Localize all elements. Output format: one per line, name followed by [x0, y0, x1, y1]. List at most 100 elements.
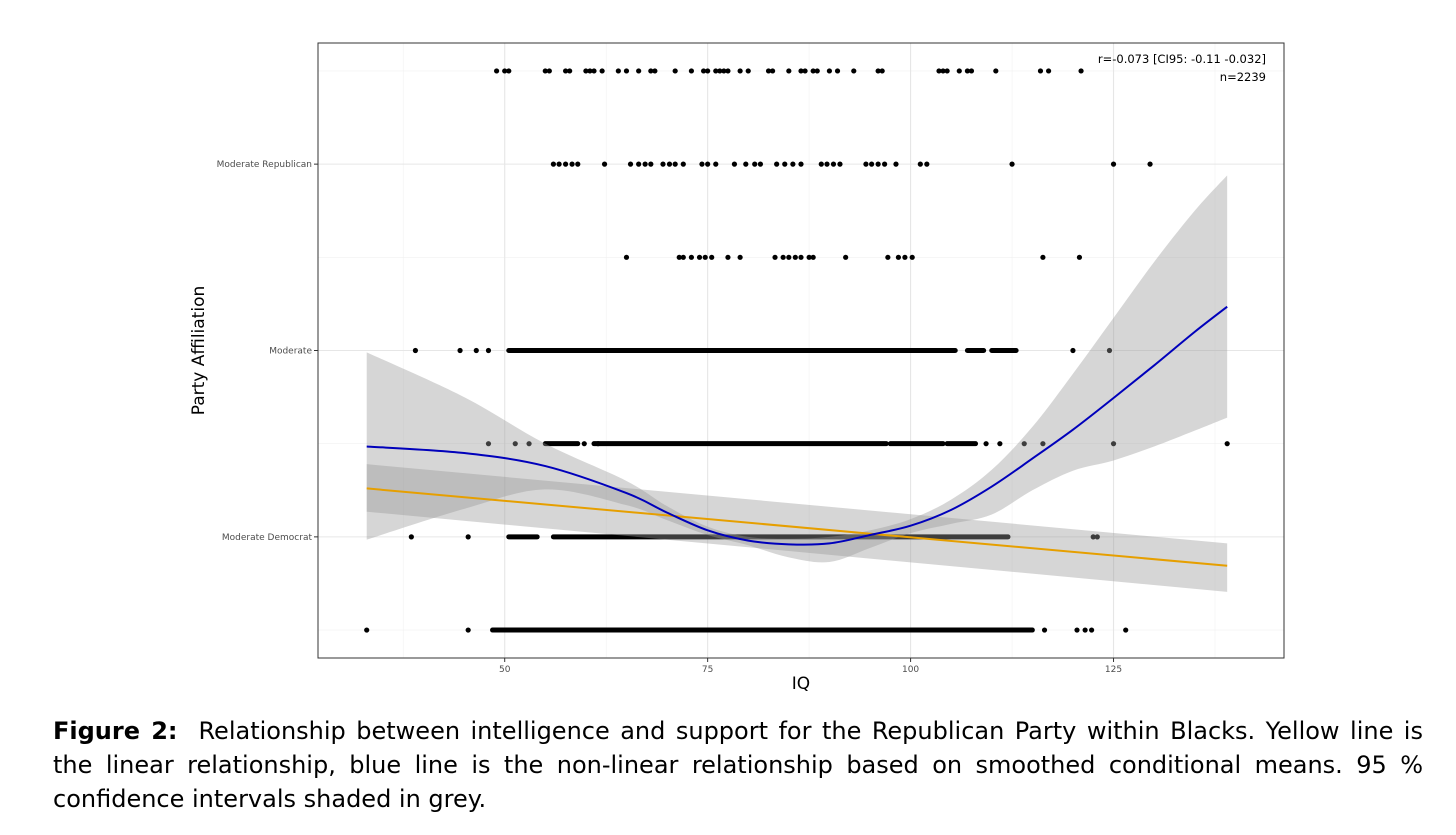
- data-point: [745, 68, 751, 74]
- data-point: [512, 441, 518, 447]
- smooth-fit-line: [366, 305, 1228, 546]
- data-point: [1090, 534, 1096, 540]
- data-point: [615, 68, 621, 74]
- data-point: [556, 161, 562, 167]
- data-point: [786, 68, 792, 74]
- data-point: [699, 161, 705, 167]
- data-point: [834, 68, 841, 74]
- data-point: [1094, 534, 1100, 540]
- x-tick-label: 100: [902, 665, 919, 675]
- data-point: [737, 68, 743, 74]
- data-point: [526, 441, 532, 447]
- x-tick-label: 75: [702, 665, 713, 675]
- data-point: [875, 68, 881, 74]
- data-point: [591, 68, 597, 74]
- data-point: [774, 161, 780, 167]
- y-tick-label: Moderate Republican: [217, 160, 312, 170]
- data-point: [782, 161, 788, 167]
- data-point: [412, 347, 419, 354]
- data-point: [648, 161, 654, 167]
- data-point: [680, 254, 686, 260]
- x-tick-label: 50: [499, 665, 511, 675]
- data-point: [562, 68, 569, 74]
- x-axis: 50 75 100 125: [499, 658, 1122, 675]
- caption-text: Relationship between intelligence and su…: [53, 717, 1423, 813]
- data-point: [583, 68, 589, 74]
- data-point: [792, 254, 798, 260]
- data-point: [824, 161, 830, 167]
- data-point: [851, 68, 857, 74]
- data-point: [895, 254, 902, 260]
- data-point: [843, 254, 849, 260]
- data-point: [772, 254, 778, 260]
- data-point: [882, 161, 888, 167]
- data-point: [725, 254, 731, 260]
- data-point: [642, 161, 648, 167]
- data-point: [473, 347, 479, 354]
- sample-size-annotation: n=2239: [1220, 70, 1266, 84]
- data-point: [1076, 254, 1083, 260]
- data-point: [818, 161, 824, 167]
- figure-caption: Figure 2: Relationship between intellige…: [53, 714, 1423, 816]
- data-point: [1123, 627, 1129, 633]
- data-point: [595, 441, 601, 447]
- y-tick-label: Moderate Democrat: [222, 533, 313, 543]
- data-point: [485, 347, 492, 354]
- data-point: [743, 161, 749, 167]
- fit-lines: [366, 305, 1228, 567]
- data-point: [680, 161, 686, 167]
- data-point: [885, 254, 891, 260]
- data-point: [465, 627, 471, 633]
- data-point: [1078, 68, 1084, 74]
- data-point: [1021, 441, 1027, 447]
- data-point: [713, 161, 719, 167]
- data-point: [968, 68, 975, 74]
- data-point: [702, 254, 708, 260]
- data-point: [546, 68, 552, 74]
- data-point: [1089, 627, 1095, 633]
- data-point: [1082, 627, 1088, 633]
- data-point: [636, 161, 642, 167]
- data-point: [721, 68, 727, 74]
- data-point: [731, 161, 738, 167]
- data-point: [672, 161, 678, 167]
- data-point: [837, 161, 843, 167]
- data-point: [542, 68, 548, 74]
- data-point: [802, 68, 808, 74]
- y-axis-title: Party Affiliation: [189, 286, 209, 416]
- data-point: [717, 68, 723, 74]
- data-point: [636, 68, 642, 74]
- data-point: [364, 627, 370, 633]
- data-point: [810, 68, 816, 74]
- data-point: [648, 68, 654, 74]
- data-point: [875, 161, 881, 167]
- data-point: [869, 161, 875, 167]
- data-point: [863, 161, 869, 167]
- data-point: [493, 68, 500, 74]
- data-point: [924, 161, 930, 167]
- data-point: [936, 68, 942, 74]
- data-point: [713, 68, 719, 74]
- linear-fit-line: [366, 487, 1228, 567]
- data-point: [810, 254, 816, 260]
- data-point: [688, 68, 695, 74]
- data-point: [506, 68, 512, 74]
- data-point: [798, 254, 804, 260]
- data-point: [672, 68, 678, 74]
- data-point: [562, 161, 569, 167]
- data-point: [569, 161, 575, 167]
- data-point: [752, 161, 758, 167]
- data-point: [1074, 627, 1080, 633]
- data-point: [940, 68, 946, 74]
- data-point: [1037, 68, 1044, 74]
- data-point: [623, 254, 630, 260]
- data-point: [567, 68, 573, 74]
- data-point: [1009, 161, 1015, 167]
- data-point: [790, 161, 796, 167]
- data-point: [700, 68, 707, 74]
- data-point: [917, 161, 923, 167]
- data-point: [1224, 441, 1230, 447]
- caption-label: Figure 2:: [53, 717, 178, 745]
- data-point: [826, 68, 833, 74]
- data-point: [457, 347, 463, 354]
